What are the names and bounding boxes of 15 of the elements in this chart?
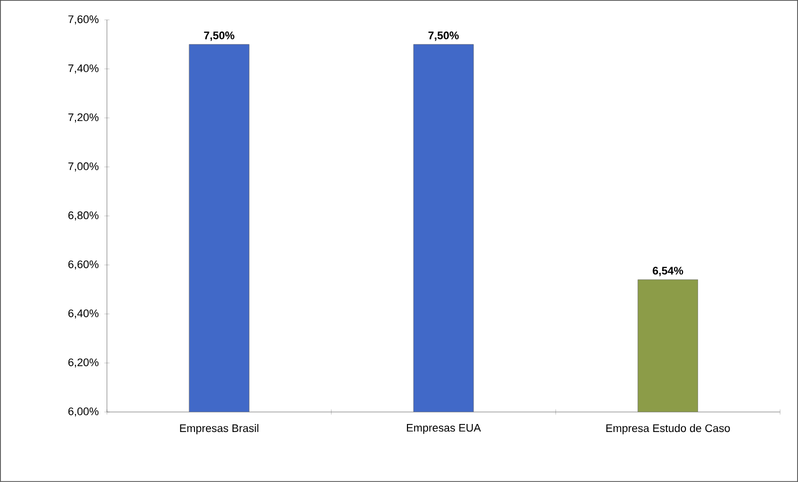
- x-tick-label: Empresa Estudo de Caso: [606, 424, 730, 434]
- x-tick-label: Empresas Brasil: [180, 424, 258, 434]
- data-label: 7,50%: [428, 32, 459, 41]
- y-tick-label: 6,20%: [68, 358, 99, 368]
- data-label: 6,54%: [652, 266, 684, 276]
- y-tick-label: 6,80%: [68, 211, 99, 221]
- y-tick-label: 7,00%: [68, 162, 99, 172]
- x-tick-label: Empresas EUA: [406, 424, 481, 434]
- y-tick-label: 7,20%: [68, 113, 99, 122]
- y-tick-label: 6,00%: [68, 408, 99, 417]
- y-tick-label: 7,60%: [68, 15, 99, 24]
- y-tick-label: 6,60%: [68, 260, 99, 270]
- y-tick-label: 7,40%: [68, 64, 99, 74]
- y-tick-label: 6,40%: [68, 309, 99, 319]
- data-label: 7,50%: [204, 32, 234, 41]
